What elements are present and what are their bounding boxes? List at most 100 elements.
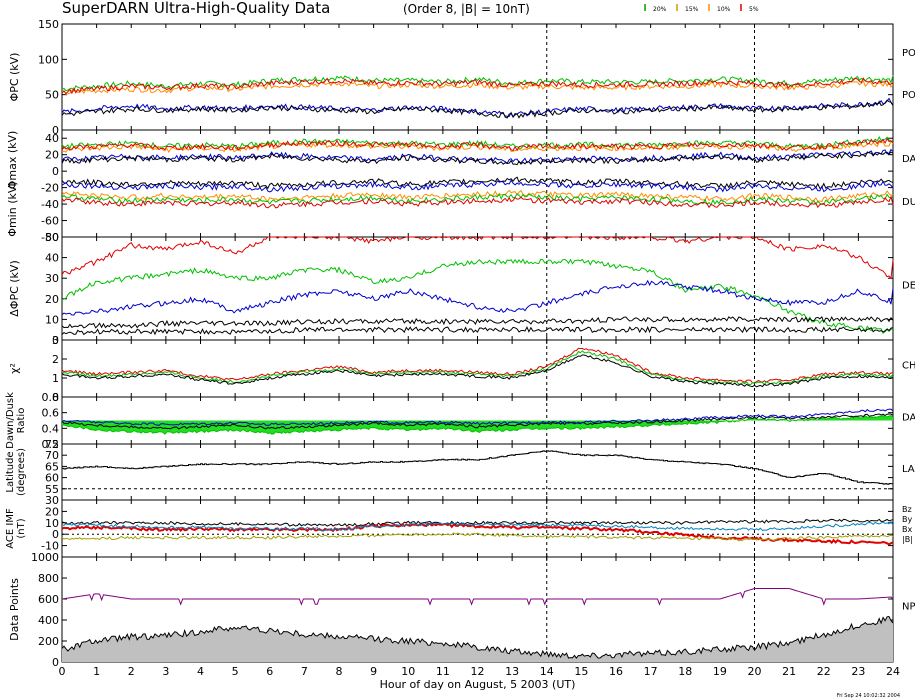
y-axis-label: Latitude [5, 451, 16, 492]
y-tick-label: 200 [38, 635, 59, 648]
series-line [61, 75, 894, 92]
series-line [61, 236, 894, 280]
x-tick-label: 23 [851, 665, 865, 678]
y-tick-label: 0 [52, 656, 59, 669]
y-tick-label: 30 [45, 494, 59, 507]
panel-chi2: 0 1 2 3 χ² CH [8, 334, 915, 404]
x-tick-label: 16 [609, 665, 623, 678]
y-axis-label: Φmax (kV) [6, 131, 19, 190]
y-tick-label: -60 [41, 215, 59, 228]
y-tick-label: 20 [45, 149, 59, 162]
series-area [62, 616, 893, 662]
panel-frame [61, 236, 894, 341]
y-tick-label: 3 [52, 334, 59, 347]
series-line [61, 279, 894, 316]
figure-title: SuperDARN Ultra-High-Quality Data [62, 0, 330, 17]
y-axis-label: ΦPC (kV) [8, 53, 21, 102]
y-tick-label: 60 [45, 472, 59, 485]
y-axis-label: Data Points [8, 578, 21, 641]
x-tick-label: 20 [748, 665, 762, 678]
y-tick-label: -10 [41, 540, 59, 553]
y-tick-label: 70 [45, 449, 59, 462]
y-tick-label: 20 [45, 293, 59, 306]
x-tick-label: 9 [370, 665, 377, 678]
x-tick-label: 7 [301, 665, 308, 678]
y-axis-label: χ² [8, 363, 21, 374]
y-tick-label: -40 [41, 198, 59, 211]
y-tick-label: 0.6 [42, 407, 60, 420]
panel-phi_pc: 0 50 100 150 ΦPC (kV) PO PO [8, 18, 915, 137]
series-line [61, 588, 894, 606]
y-axis-label: ΔΦPC (kV) [8, 260, 21, 316]
series-line [61, 140, 894, 154]
x-tick-label: 11 [436, 665, 450, 678]
series-area [62, 415, 893, 435]
y-tick-label: 400 [38, 614, 59, 627]
panel-right-label: LA [902, 464, 915, 475]
legend-label: 15% [685, 6, 699, 13]
timestamp: Fri Sep 24 10:02:32 2004 [837, 693, 900, 699]
x-tick-label: 21 [782, 665, 796, 678]
y-axis-label: Φmin (kV) [6, 181, 19, 236]
x-tick-label: 2 [128, 665, 135, 678]
series-line [61, 325, 894, 336]
y-axis-label: ACE IMF [5, 508, 16, 549]
y-tick-label: 1 [52, 372, 59, 385]
series-line [61, 532, 894, 542]
series-line [61, 193, 894, 206]
y-tick-label: 1000 [31, 551, 59, 564]
series-line [61, 615, 894, 659]
panel-right-label: PO [902, 90, 915, 101]
y-tick-label: 50 [45, 231, 59, 244]
series-line [61, 97, 894, 118]
y-tick-label: 40 [45, 132, 59, 145]
y-tick-label: -80 [41, 231, 59, 244]
y-tick-label: 30 [45, 272, 59, 285]
y-axis-label: Dawn/Dusk [5, 392, 16, 449]
y-tick-label: 150 [38, 18, 59, 31]
x-tick-label: 14 [540, 665, 554, 678]
x-tick-label: 13 [505, 665, 519, 678]
y-tick-label: 0.4 [42, 422, 60, 435]
panel-right-label: DU [902, 197, 915, 208]
panel-right-label: DA [902, 154, 915, 165]
y-tick-label: 50 [45, 89, 59, 102]
legend-label: 20% [653, 6, 667, 13]
x-tick-label: 4 [197, 665, 204, 678]
x-tick-label: 19 [713, 665, 727, 678]
x-tick-label: 10 [401, 665, 415, 678]
y-axis-label: (nT) [16, 518, 27, 538]
panel-right-label: DA [902, 413, 915, 424]
series-line [61, 354, 894, 388]
x-tick-label: 0 [59, 665, 66, 678]
y-tick-label: 0 [52, 391, 59, 404]
y-tick-label: -20 [41, 182, 59, 195]
panel-data_points: 0 200 400 600 800 1000 Data Points NP [8, 551, 915, 669]
series-line [61, 316, 894, 329]
y-tick-label: 0.8 [42, 391, 60, 404]
y-tick-label: 600 [38, 593, 59, 606]
panel-right-label: Bz [902, 505, 912, 514]
x-tick-label: 3 [162, 665, 169, 678]
series-line [61, 189, 894, 203]
y-tick-label: 0 [52, 334, 59, 347]
y-tick-label: 10 [45, 313, 59, 326]
x-tick-label: 8 [336, 665, 343, 678]
y-tick-label: 65 [45, 460, 59, 473]
y-tick-label: 75 [45, 438, 59, 451]
panel-right-label: PO [902, 48, 915, 59]
legend-label: 5% [749, 6, 759, 13]
x-tick-label: 15 [574, 665, 588, 678]
x-tick-label: 1 [93, 665, 100, 678]
series-line [61, 258, 894, 334]
series-line [61, 413, 894, 430]
y-axis-label: (degrees) [16, 448, 27, 496]
series-line [61, 518, 894, 527]
x-tick-label: 6 [266, 665, 273, 678]
y-tick-label: 0.2 [42, 438, 60, 451]
x-tick-label: 18 [678, 665, 692, 678]
y-tick-label: 20 [45, 505, 59, 518]
panel-right-label: Bx [902, 525, 912, 534]
